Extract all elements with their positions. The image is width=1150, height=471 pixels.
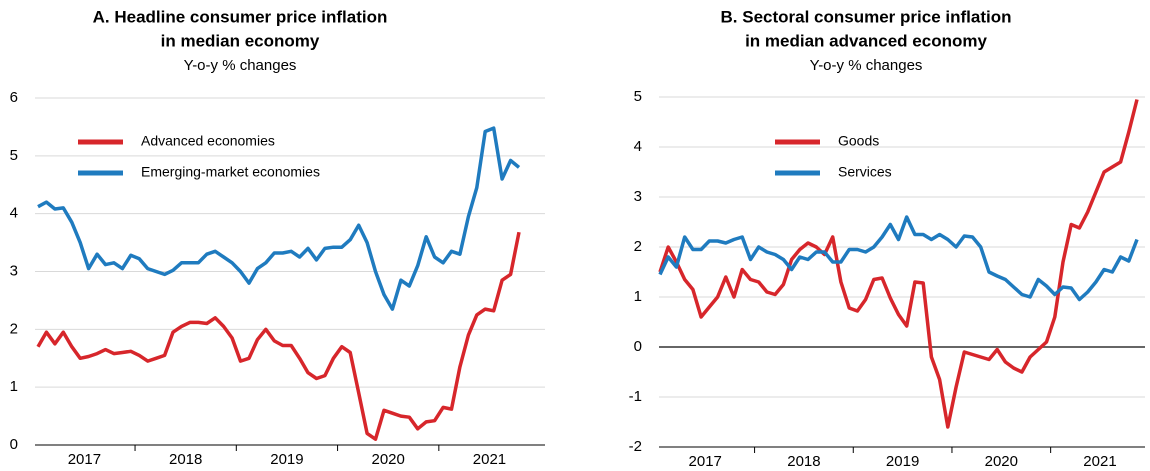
legend-label: Services	[838, 164, 892, 180]
chart-subtitle: Y-o-y % changes	[184, 57, 297, 74]
y-tick-label: 2	[634, 238, 642, 255]
x-tick-label: 2021	[473, 451, 506, 468]
series-line	[658, 215, 1139, 302]
x-tick-label: 2019	[886, 453, 919, 470]
y-tick-label: 1	[10, 378, 18, 395]
legend-label: Goods	[838, 133, 879, 149]
x-tick-label: 2018	[169, 451, 202, 468]
y-tick-label: 5	[634, 88, 642, 105]
y-tick-label: -1	[629, 388, 642, 405]
y-tick-label: 1	[634, 288, 642, 305]
y-tick-label: 3	[634, 188, 642, 205]
x-tick-label: 2020	[985, 453, 1018, 470]
x-tick-label: 2019	[270, 451, 303, 468]
legend-label: Emerging-market economies	[141, 164, 320, 180]
series-line	[658, 99, 1139, 429]
chart-title: A. Headline consumer price inflation	[93, 7, 388, 26]
chart-title: in median economy	[161, 31, 320, 50]
legend-label: Advanced economies	[141, 133, 275, 149]
y-tick-label: 4	[634, 138, 642, 155]
series-line	[36, 231, 521, 441]
x-tick-label: 2018	[787, 453, 820, 470]
chart-title: in median advanced economy	[745, 31, 987, 50]
x-tick-label: 2021	[1083, 453, 1116, 470]
chart-title: B. Sectoral consumer price inflation	[721, 7, 1012, 26]
y-tick-label: 0	[10, 436, 18, 453]
y-tick-label: -2	[629, 438, 642, 455]
x-tick-label: 2017	[689, 453, 722, 470]
y-tick-label: 0	[634, 338, 642, 355]
y-tick-label: 3	[10, 262, 18, 279]
y-tick-label: 5	[10, 147, 18, 164]
x-tick-label: 2017	[68, 451, 101, 468]
y-tick-label: 6	[10, 89, 18, 106]
series-line	[37, 126, 521, 311]
y-tick-label: 2	[10, 320, 18, 337]
x-tick-label: 2020	[372, 451, 405, 468]
chart-subtitle: Y-o-y % changes	[810, 57, 923, 74]
y-tick-label: 4	[10, 205, 18, 222]
